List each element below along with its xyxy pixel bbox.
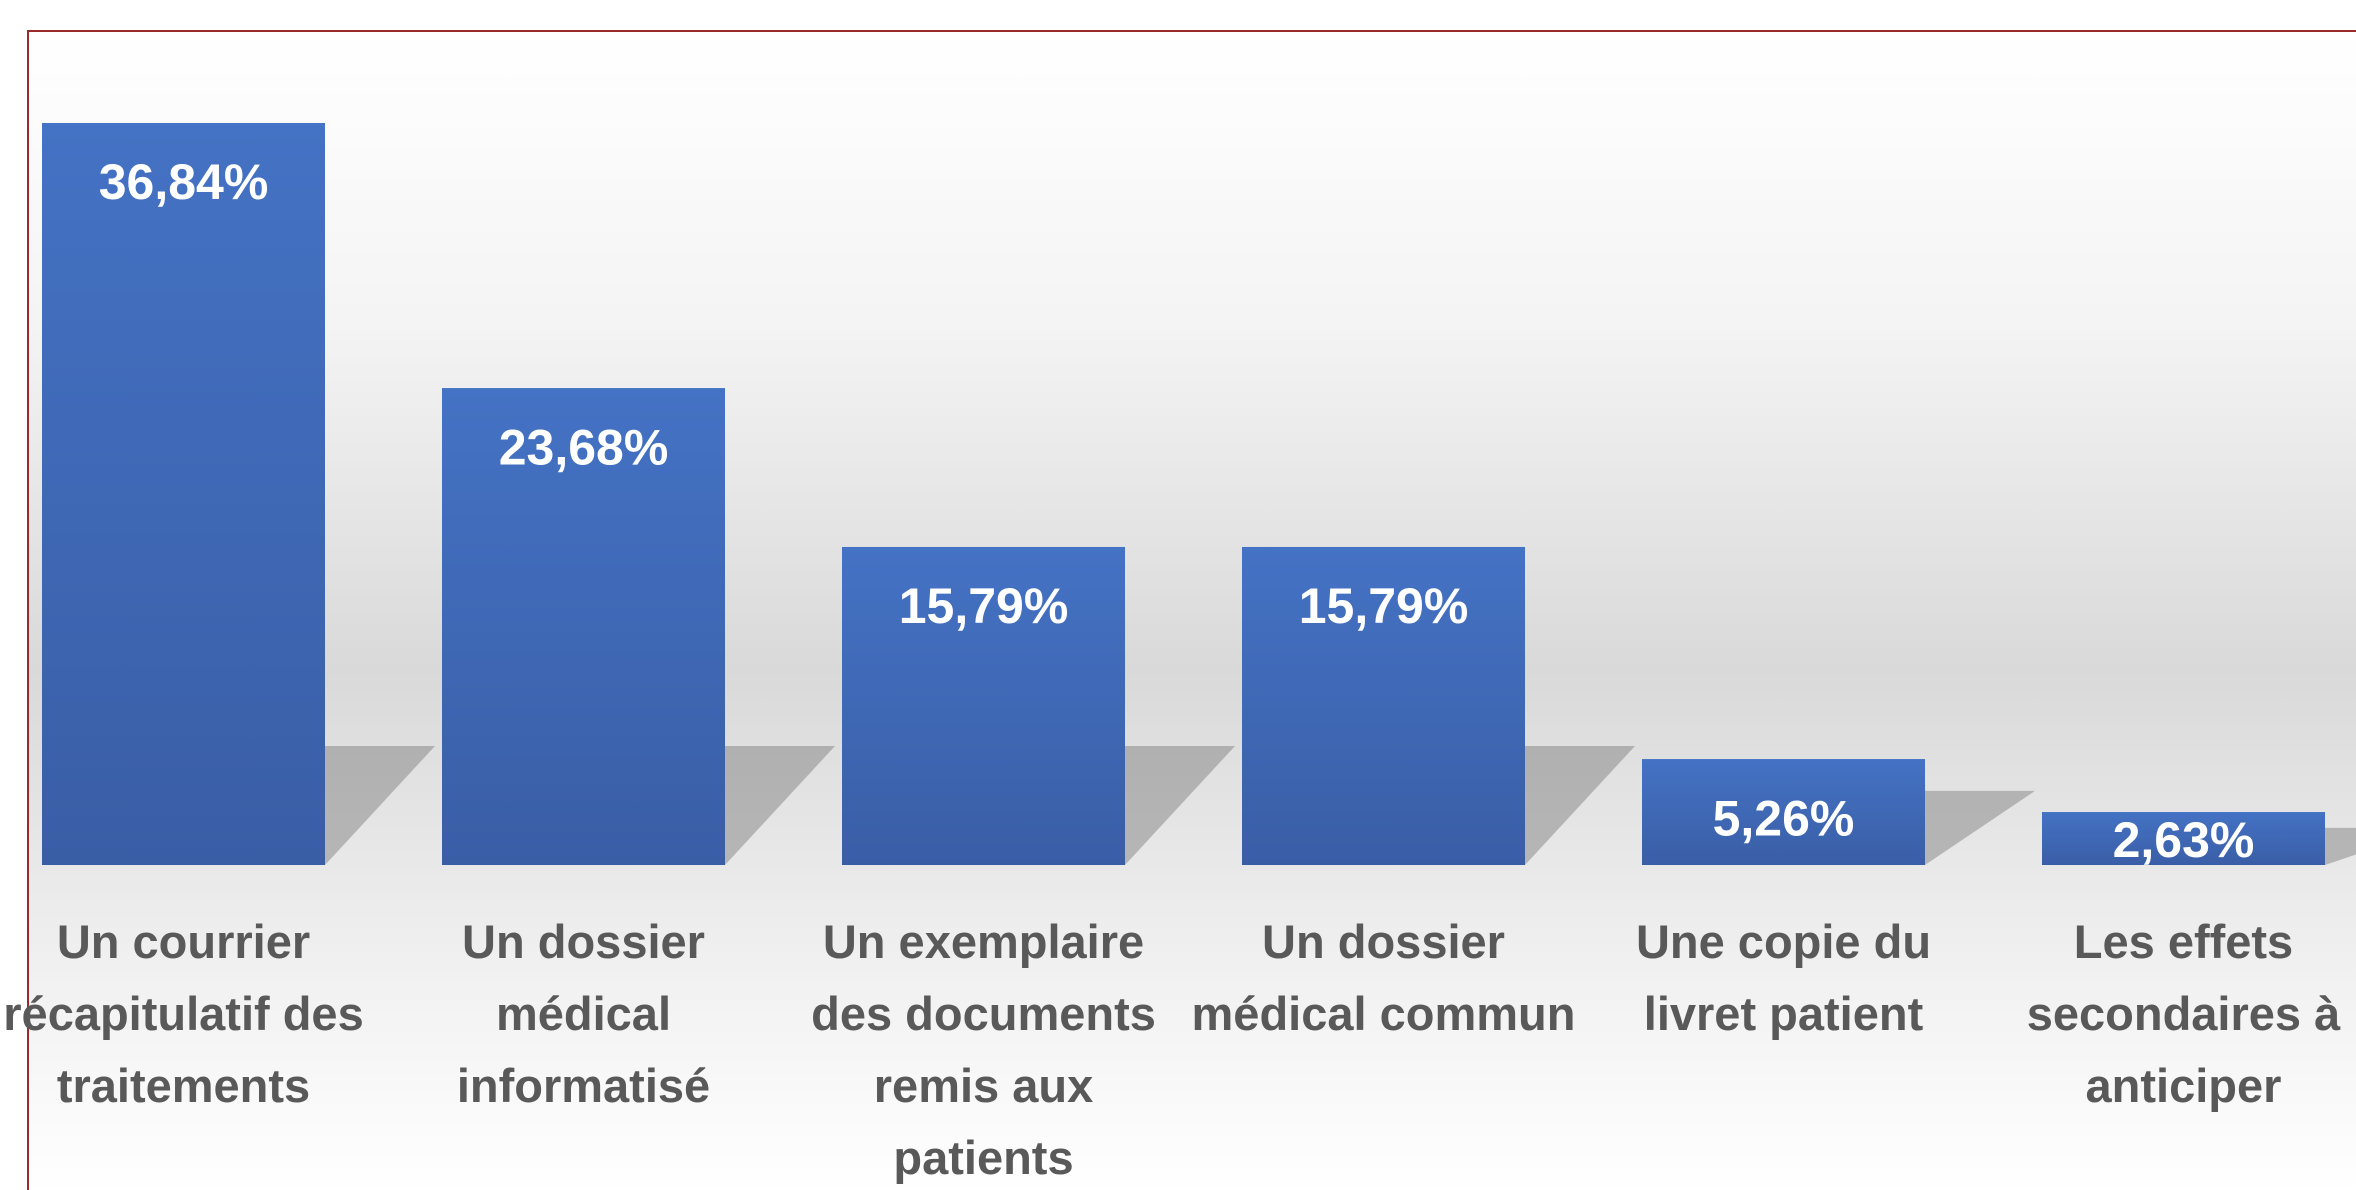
category-label: Une copie du livret patient	[1635, 915, 1932, 1040]
plot-frame	[27, 30, 2356, 1190]
bar-shadow	[1525, 746, 1635, 865]
bar	[42, 123, 325, 865]
bar-shadow	[325, 746, 435, 865]
category-label: Un dossier médical informatisé	[456, 915, 711, 1112]
bar-shadow	[2325, 827, 2356, 865]
category-label: Un courrier récapitulatif des traitement…	[3, 915, 364, 1112]
value-label: 15,79%	[1299, 578, 1469, 634]
category-label: Un exemplaire des documents remis aux pa…	[811, 915, 1156, 1184]
bar	[1642, 759, 1925, 865]
bar	[842, 546, 1125, 865]
bar	[1242, 546, 1525, 865]
value-label: 5,26%	[1713, 790, 1855, 846]
bar-shadow	[1125, 746, 1235, 865]
bar-shadow	[1925, 790, 2035, 865]
value-label: 2,63%	[2113, 812, 2255, 868]
category-label: Un dossier médical commun	[1191, 915, 1576, 1040]
value-label: 23,68%	[499, 419, 669, 475]
bar	[2042, 812, 2325, 865]
bar-shadow	[725, 746, 835, 865]
value-label: 36,84%	[99, 154, 269, 210]
value-label: 15,79%	[899, 578, 1069, 634]
bar	[442, 388, 725, 865]
category-label: Les effets secondaires à anticiper	[2026, 915, 2341, 1112]
